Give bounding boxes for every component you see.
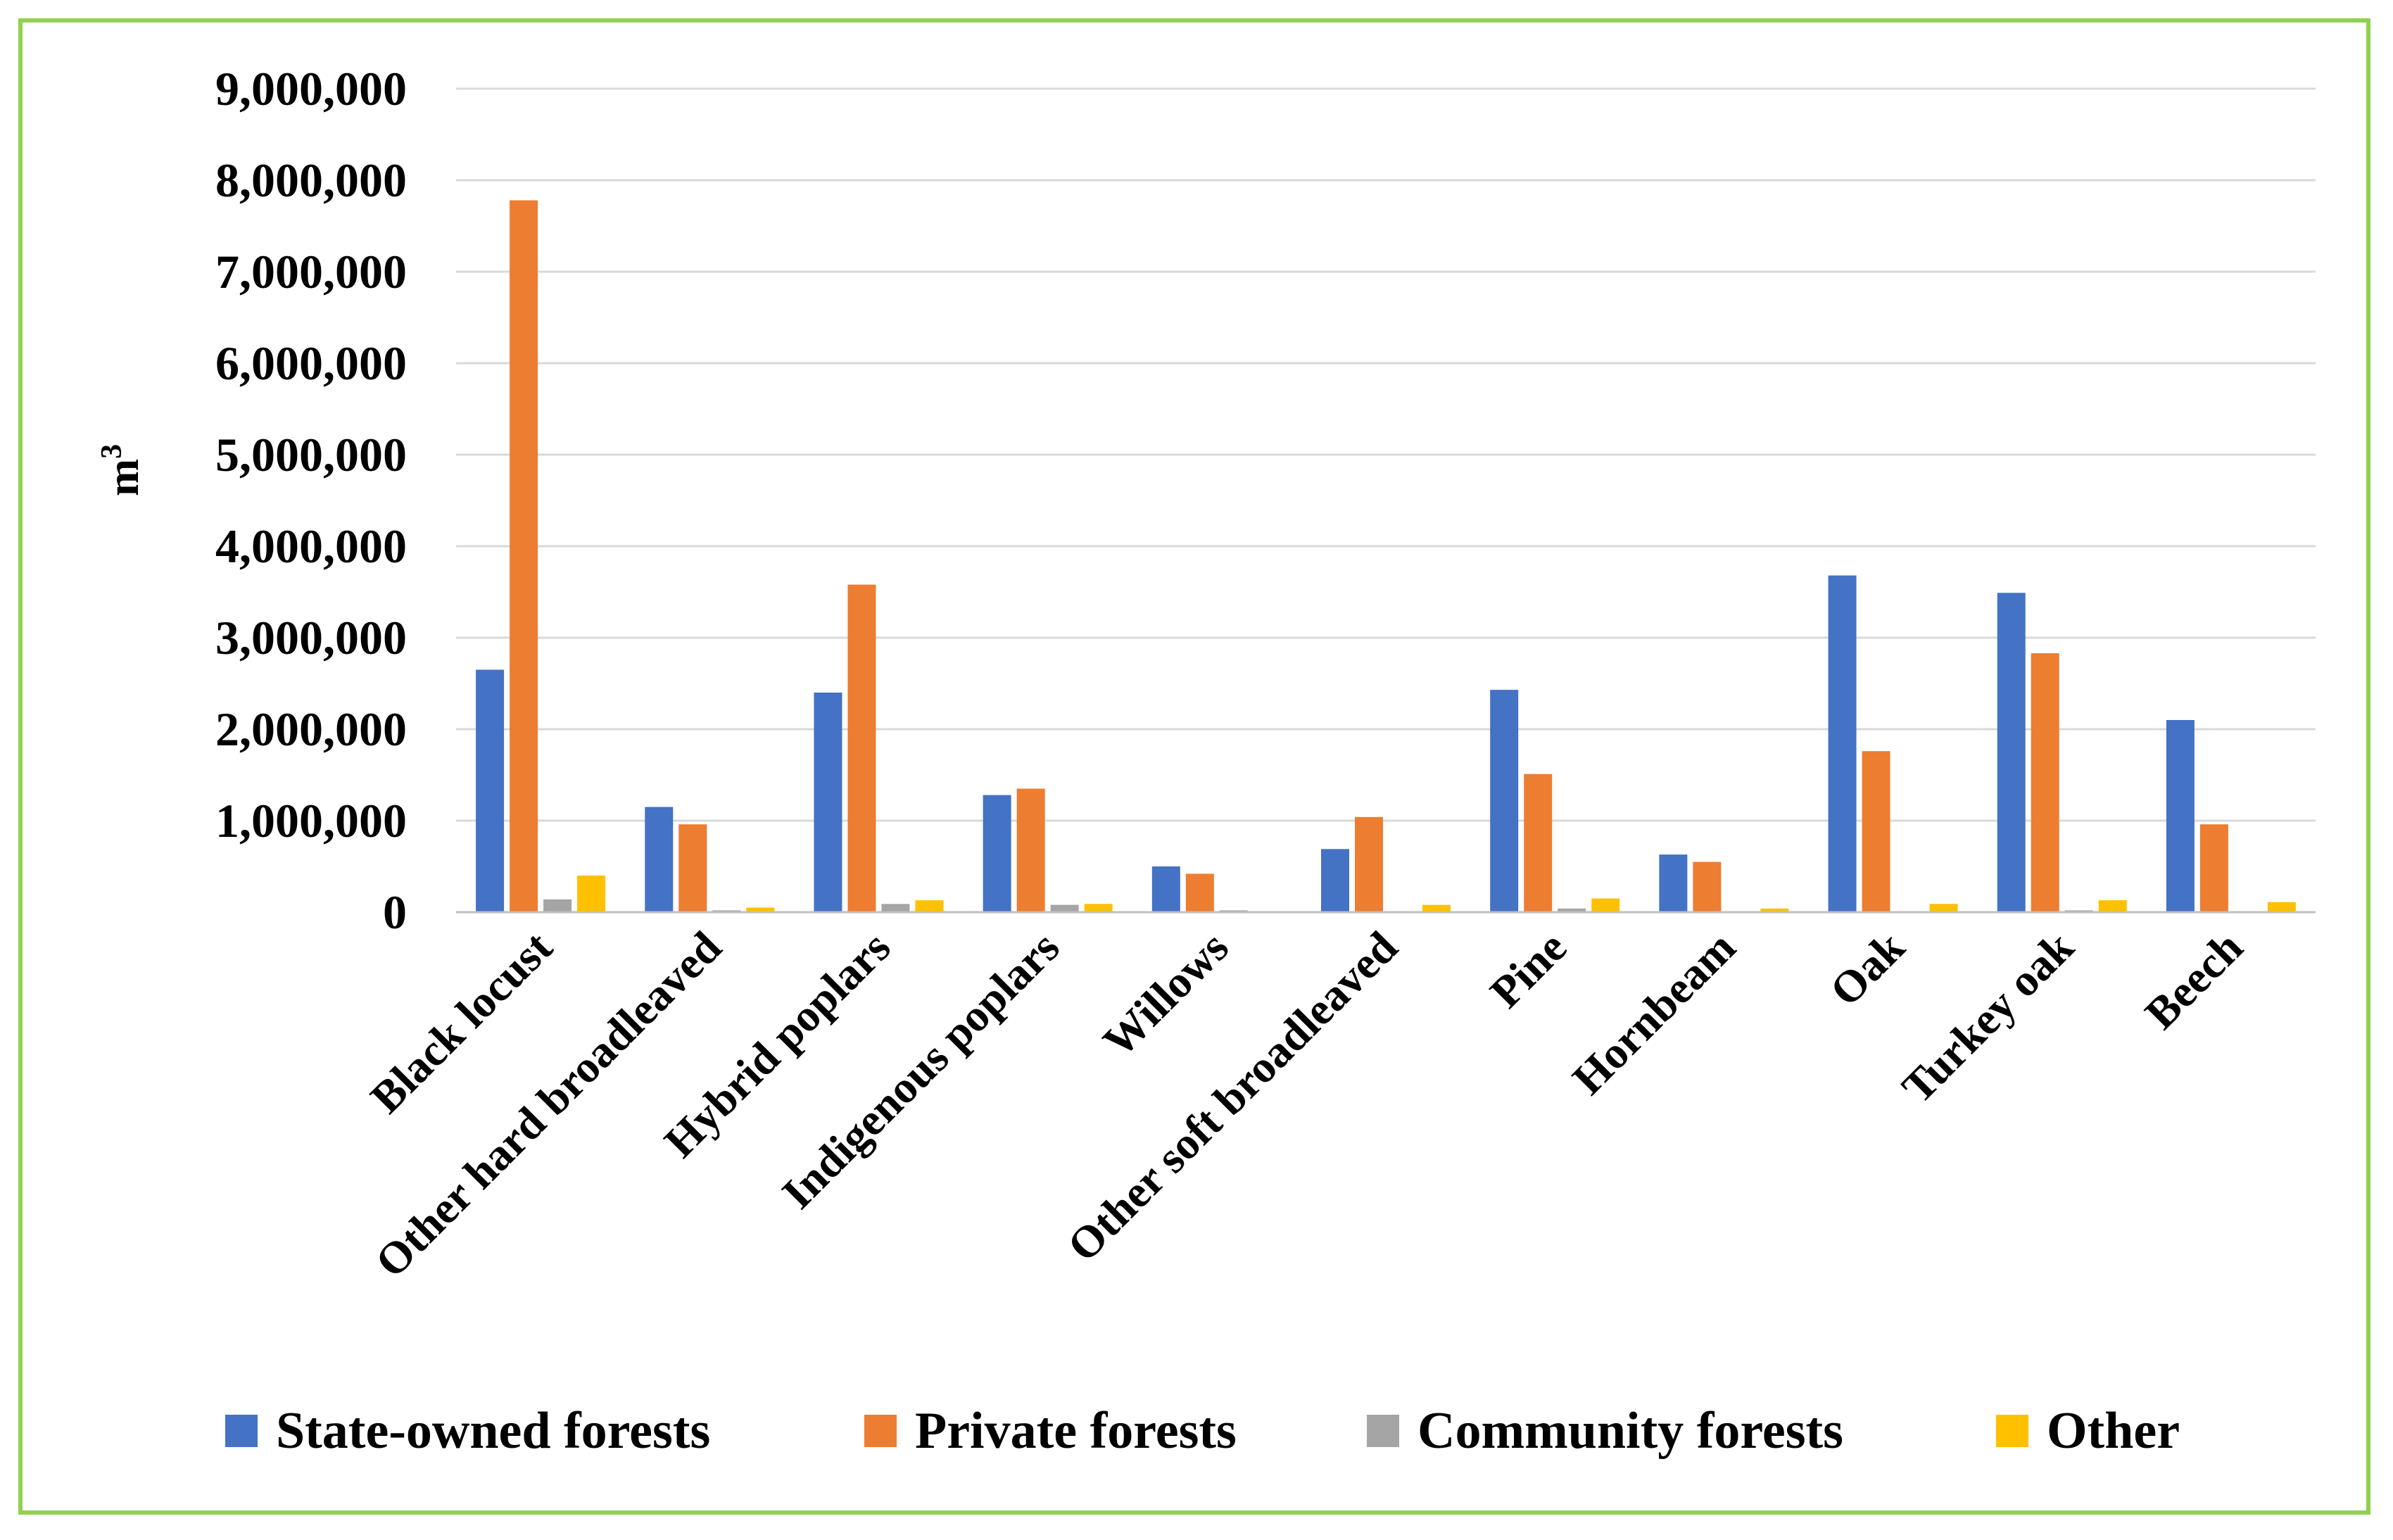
legend-swatch <box>225 1415 258 1447</box>
legend-swatch <box>864 1415 897 1447</box>
legend-label: State-owned forests <box>276 1402 710 1460</box>
bar <box>1151 866 1180 912</box>
x-category-label: Oak <box>1820 921 1914 1015</box>
bar <box>1355 816 1383 912</box>
bar <box>746 907 775 912</box>
bar <box>1760 908 1789 912</box>
bar <box>1591 898 1620 912</box>
legend: State-owned forests Private forests Commun… <box>225 1402 2180 1460</box>
chart-frame <box>18 18 2370 1515</box>
y-axis-label-base: m <box>98 459 148 496</box>
bar <box>2166 720 2195 912</box>
bar <box>1321 849 1349 912</box>
y-tick-label: 6,000,000 <box>215 336 407 390</box>
x-category-label: Willows <box>1093 922 1237 1066</box>
y-tick-label: 7,000,000 <box>215 245 407 298</box>
bar <box>476 669 505 912</box>
bar <box>510 200 538 913</box>
bar <box>1185 873 1214 912</box>
y-axis-label: m3 <box>96 444 148 496</box>
bar <box>1659 854 1688 912</box>
x-category-label: Beech <box>2135 922 2252 1039</box>
legend-label: Community forests <box>1418 1402 1843 1460</box>
y-tick-label: 0 <box>383 885 407 939</box>
bar <box>1490 690 1519 912</box>
bar <box>847 584 876 912</box>
bar <box>2267 902 2296 912</box>
bar <box>543 899 572 912</box>
bar <box>983 795 1011 912</box>
bar <box>1693 861 1722 912</box>
y-axis-label-superscript: 3 <box>96 444 128 459</box>
x-category-label: Hornbeam <box>1562 922 1745 1104</box>
x-category-label: Indigenous poplars <box>772 922 1068 1218</box>
y-tick-label: 3,000,000 <box>215 611 407 664</box>
y-axis-tick-labels: 0 1,000,000 2,000,000 3,000,000 4,000,000 5,0… <box>215 62 407 939</box>
bar <box>1558 908 1586 912</box>
y-tick-label: 2,000,000 <box>215 702 407 756</box>
x-category-label: Pine <box>1480 922 1576 1018</box>
bar <box>1422 904 1451 912</box>
legend-swatch <box>1367 1415 1399 1447</box>
bar <box>814 693 842 912</box>
x-category-label: Other soft broadleaved <box>1058 922 1407 1271</box>
bar <box>577 876 606 912</box>
legend-swatch <box>1996 1415 2028 1447</box>
bar <box>1862 751 1890 912</box>
bar <box>1524 774 1553 912</box>
bar <box>1016 788 1045 912</box>
bars <box>476 200 2296 913</box>
y-tick-label: 4,000,000 <box>215 519 407 573</box>
legend-label: Other <box>2047 1402 2180 1460</box>
bar <box>881 904 910 912</box>
legend-label: Private forests <box>915 1402 1237 1460</box>
bar <box>1050 904 1079 912</box>
bar <box>1084 904 1113 912</box>
bar <box>915 900 944 912</box>
bar <box>1997 593 2026 912</box>
bar <box>678 824 707 912</box>
bar <box>2199 824 2228 912</box>
bar <box>2098 900 2127 912</box>
y-tick-label: 8,000,000 <box>215 153 407 207</box>
y-tick-label: 1,000,000 <box>215 794 407 847</box>
y-tick-label: 9,000,000 <box>215 62 407 115</box>
x-category-label: Other hard broadleaved <box>365 922 731 1287</box>
bar <box>645 807 674 912</box>
bar <box>1828 575 1857 912</box>
bar <box>2031 653 2059 912</box>
bar <box>1929 904 1958 912</box>
y-tick-label: 5,000,000 <box>215 428 407 481</box>
x-category-label: Turkey oak <box>1893 921 2083 1112</box>
